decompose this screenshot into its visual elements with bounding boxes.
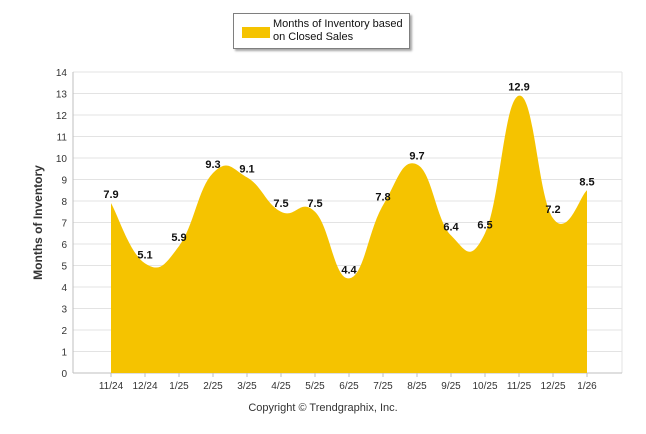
data-label: 7.5 — [307, 198, 322, 210]
legend-swatch — [242, 27, 270, 38]
copyright-text: Copyright © Trendgraphix, Inc. — [248, 402, 398, 414]
data-label: 7.2 — [545, 204, 560, 216]
x-tick-label: 5/25 — [305, 381, 325, 392]
grid-lines — [73, 71, 623, 373]
data-label: 4.4 — [341, 264, 357, 276]
x-tick-label: 1/25 — [169, 381, 189, 392]
y-tick-label: 2 — [61, 326, 67, 337]
y-tick-label: 1 — [61, 348, 67, 359]
data-label: 6.5 — [477, 219, 492, 231]
y-tick-label: 8 — [61, 197, 67, 208]
x-tick-label: 4/25 — [271, 381, 291, 392]
y-tick-label: 0 — [61, 369, 67, 380]
x-tick-label: 12/25 — [540, 381, 565, 392]
data-label: 8.5 — [579, 176, 594, 188]
x-tick-label: 11/24 — [99, 381, 124, 392]
y-tick-label: 4 — [61, 283, 67, 294]
y-tick-label: 6 — [61, 240, 67, 251]
x-tick-label: 6/25 — [339, 381, 359, 392]
x-tick-label: 7/25 — [373, 381, 393, 392]
x-tick-label: 9/25 — [441, 381, 461, 392]
data-label: 5.1 — [137, 249, 152, 261]
data-label: 9.3 — [205, 159, 220, 171]
y-tick-label: 3 — [61, 305, 67, 316]
y-tick-label: 9 — [61, 176, 67, 187]
data-label: 7.5 — [273, 198, 288, 210]
y-tick-label: 10 — [56, 154, 68, 165]
chart-legend[interactable]: Months of Inventory based on Closed Sale… — [233, 13, 410, 49]
area-fill[interactable] — [111, 95, 587, 373]
data-label: 6.4 — [443, 221, 459, 233]
data-label: 9.7 — [409, 150, 424, 162]
area-series — [111, 95, 587, 373]
x-tick-label: 3/25 — [237, 381, 257, 392]
x-tick-label: 1/26 — [577, 381, 597, 392]
data-label: 7.8 — [375, 191, 390, 203]
y-tick-label: 11 — [57, 133, 68, 144]
y-tick-label: 12 — [56, 111, 68, 122]
data-label: 5.9 — [171, 232, 186, 244]
y-tick-label: 5 — [61, 262, 67, 273]
x-tick-label: 8/25 — [407, 381, 427, 392]
x-tick-label: 11/25 — [507, 381, 532, 392]
y-tick-label: 7 — [61, 219, 67, 230]
y-tick-label: 14 — [56, 68, 68, 79]
data-label: 7.9 — [103, 189, 118, 201]
x-tick-label: 10/25 — [472, 381, 497, 392]
data-labels: 7.9 5.1 5.9 9.3 9.1 7.5 7.5 4.4 7.8 9.7 6.4 6.5 12.9… — [103, 82, 594, 277]
legend-label: Months of Inventory based on Closed Sale… — [273, 18, 403, 43]
data-label: 9.1 — [239, 163, 254, 175]
x-tick-label: 12/24 — [132, 381, 157, 392]
x-tick-label: 2/25 — [203, 381, 223, 392]
x-tick-labels: 11/24 12/24 1/25 2/25 3/25 4/25 5/25 6/25 7/25 8/… — [99, 373, 597, 392]
y-axis-label: Months of Inventory — [31, 165, 45, 280]
y-tick-label: 13 — [56, 90, 68, 101]
data-label: 12.9 — [508, 82, 529, 94]
